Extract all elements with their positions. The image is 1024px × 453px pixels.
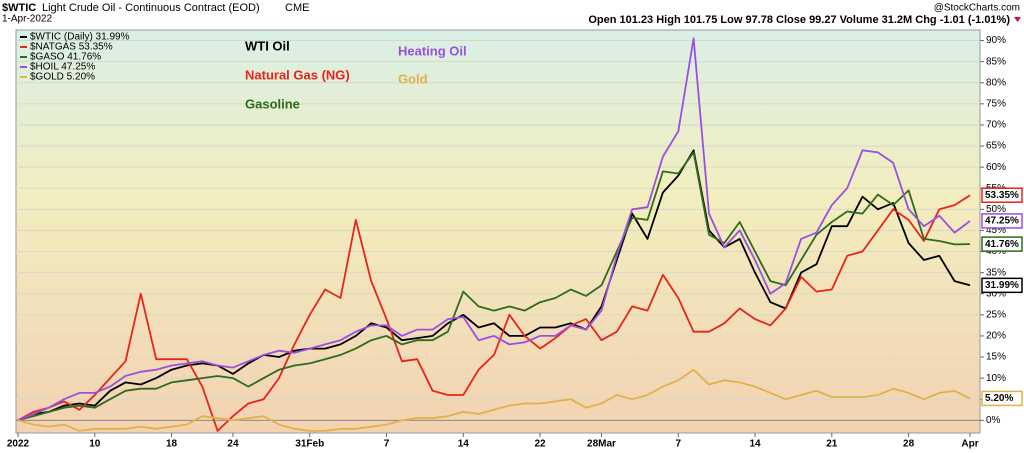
x-tick-label: 18: [166, 439, 178, 450]
x-tick-label: 14: [749, 439, 761, 450]
x-tick-label: 24: [227, 439, 239, 450]
annotation: Gold: [398, 71, 428, 86]
x-tick-label: 14: [458, 439, 470, 450]
down-marker: [1014, 17, 1021, 22]
y-tick-label: 90%: [986, 35, 1006, 46]
legend-label: $HOIL 47.25%: [30, 62, 95, 73]
value-label-box: [981, 390, 1023, 407]
value-label: 31.99%: [985, 280, 1019, 291]
x-tick-label: 28Mar: [587, 439, 616, 450]
value-label-box: [981, 236, 1023, 252]
annotation: Gasoline: [245, 96, 300, 111]
value-label: 53.35%: [985, 190, 1019, 201]
value-label-box: [981, 187, 1023, 203]
value-label: 41.76%: [985, 239, 1019, 250]
x-tick-label: 21: [826, 439, 838, 450]
series-line: [17, 37, 971, 422]
annotation: Heating Oil: [398, 43, 467, 58]
y-tick-label: 70%: [986, 120, 1006, 131]
y-tick-label: 50%: [986, 204, 1006, 215]
annotation: WTI Oil: [245, 38, 290, 53]
x-tick-label: 10: [89, 439, 101, 450]
value-label-box: [981, 213, 1023, 229]
y-tick-label: 25%: [986, 309, 1006, 320]
legend-label: $GOLD 5.20%: [30, 72, 95, 83]
y-tick-label: 20%: [986, 331, 1006, 342]
y-tick-label: 45%: [986, 225, 1006, 236]
x-tick-label: 7: [384, 439, 390, 450]
y-tick-label: 0%: [986, 415, 1001, 426]
y-tick-label: 85%: [986, 56, 1006, 67]
value-label-box: [981, 277, 1023, 294]
exchange: CME: [285, 2, 309, 14]
legend-label: $NATGAS 53.35%: [30, 42, 113, 53]
value-label: 47.25%: [985, 216, 1019, 227]
y-tick-label: 80%: [986, 77, 1006, 88]
chart-subtitle: Light Crude Oil - Continuous Contract (E…: [42, 2, 260, 14]
x-tick-label: 2022: [7, 439, 30, 450]
series-line: [17, 151, 971, 422]
quote: Open 101.23 High 101.75 Low 97.78 Close …: [588, 14, 1010, 26]
value-label: 5.20%: [985, 393, 1013, 404]
x-tick-label: Apr: [961, 439, 978, 450]
x-tick-label: 22: [535, 439, 547, 450]
series-line: [17, 194, 971, 432]
legend-label: $GASO 41.76%: [30, 52, 101, 63]
plot-area: [15, 29, 981, 434]
date: 1-Apr-2022: [2, 14, 52, 25]
y-tick-label: 60%: [986, 162, 1006, 173]
x-tick-label: 28: [903, 439, 915, 450]
chart-title: $WTIC: [2, 2, 36, 14]
x-tick-label: 7: [675, 439, 681, 450]
annotation: Natural Gas (NG): [245, 67, 350, 82]
y-tick-label: 15%: [986, 352, 1006, 363]
y-tick-label: 75%: [986, 98, 1006, 109]
series-line: [17, 368, 971, 432]
y-tick-label: 65%: [986, 141, 1006, 152]
y-tick-label: 30%: [986, 288, 1006, 299]
y-tick-label: 35%: [986, 267, 1006, 278]
x-tick-label: 31Feb: [295, 439, 324, 450]
series-line: [17, 149, 971, 422]
source: @StockCharts.com: [934, 3, 1020, 14]
legend-label: $WTIC (Daily) 31.99%: [30, 32, 130, 43]
y-tick-label: 10%: [986, 373, 1006, 384]
